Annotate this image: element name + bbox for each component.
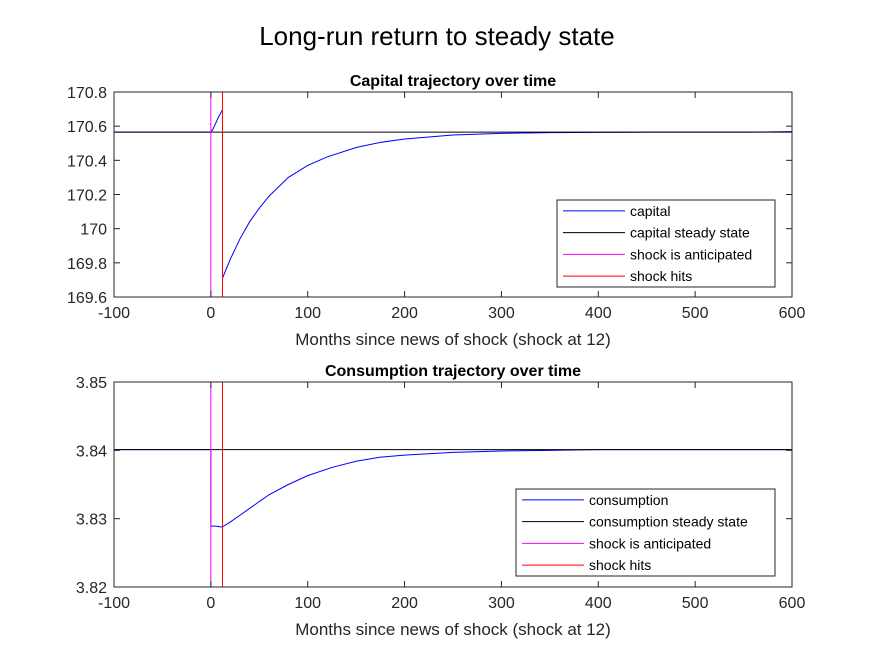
x-tick-label: 300: [488, 595, 515, 612]
legend: capital capital steady state shock is anti…: [556, 199, 776, 288]
x-axis-label: Months since news of shock (shock at 12): [295, 330, 611, 349]
axes-box: [113, 381, 793, 588]
y-tick-label: 3.83: [76, 512, 107, 529]
legend-entry-capital: capital: [630, 203, 670, 219]
x-axis-label: Months since news of shock (shock at 12): [295, 620, 611, 639]
x-tick-label: 600: [779, 595, 806, 612]
chart-title: Capital trajectory over time: [350, 73, 556, 90]
x-tick-label: 100: [294, 595, 321, 612]
x-tick-label: 500: [682, 305, 709, 322]
x-tick-label: -100: [98, 305, 130, 322]
x-tick-label: 0: [206, 305, 215, 322]
y-tick-label: 3.84: [76, 443, 107, 460]
y-tick-label: 170.4: [67, 153, 107, 170]
y-tick-label: 3.85: [76, 375, 107, 392]
series-line-consumption: [114, 449, 792, 528]
chart-panel-2: Consumption trajectory over time -100 0 100…: [76, 363, 806, 639]
legend-entry-consumption: consumption: [589, 492, 668, 508]
y-tick-label: 170.2: [67, 188, 107, 205]
chart-title: Consumption trajectory over time: [325, 363, 581, 380]
y-tick-label: 169.8: [67, 256, 107, 273]
y-tick-label: 170.8: [67, 85, 107, 102]
legend-box: [556, 199, 776, 288]
legend: consumption consumption steady state shock…: [515, 488, 776, 577]
chart-panel-1: Capital trajectory over time -100 0 100 200 3…: [67, 73, 805, 349]
x-tick-label: 200: [391, 595, 418, 612]
x-tick-label: 400: [585, 305, 612, 322]
legend-entry-consumption-steady-state: consumption steady state: [589, 514, 748, 530]
x-tick-label: 100: [294, 305, 321, 322]
legend-entry-capital-steady-state: capital steady state: [630, 225, 750, 241]
x-tick-label: 300: [488, 305, 515, 322]
x-tick-label: -100: [98, 595, 130, 612]
y-tick-label: 3.82: [76, 580, 107, 597]
x-tick-label: 0: [206, 595, 215, 612]
legend-box: [515, 488, 776, 577]
legend-entry-shock-is-anticipated: shock is anticipated: [630, 246, 752, 262]
figure-title: Long-run return to steady state: [259, 21, 615, 51]
legend-entry-shock-is-anticipated: shock is anticipated: [589, 535, 711, 551]
legend-entry-shock-hits: shock hits: [630, 268, 692, 284]
x-tick-label: 200: [391, 305, 418, 322]
x-tick-label: 400: [585, 595, 612, 612]
y-tick-label: 170: [80, 222, 107, 239]
x-tick-label: 500: [682, 595, 709, 612]
x-tick-label: 600: [779, 305, 806, 322]
legend-entry-shock-hits: shock hits: [589, 557, 651, 573]
y-tick-label: 170.6: [67, 119, 107, 136]
y-tick-label: 169.6: [67, 290, 107, 307]
